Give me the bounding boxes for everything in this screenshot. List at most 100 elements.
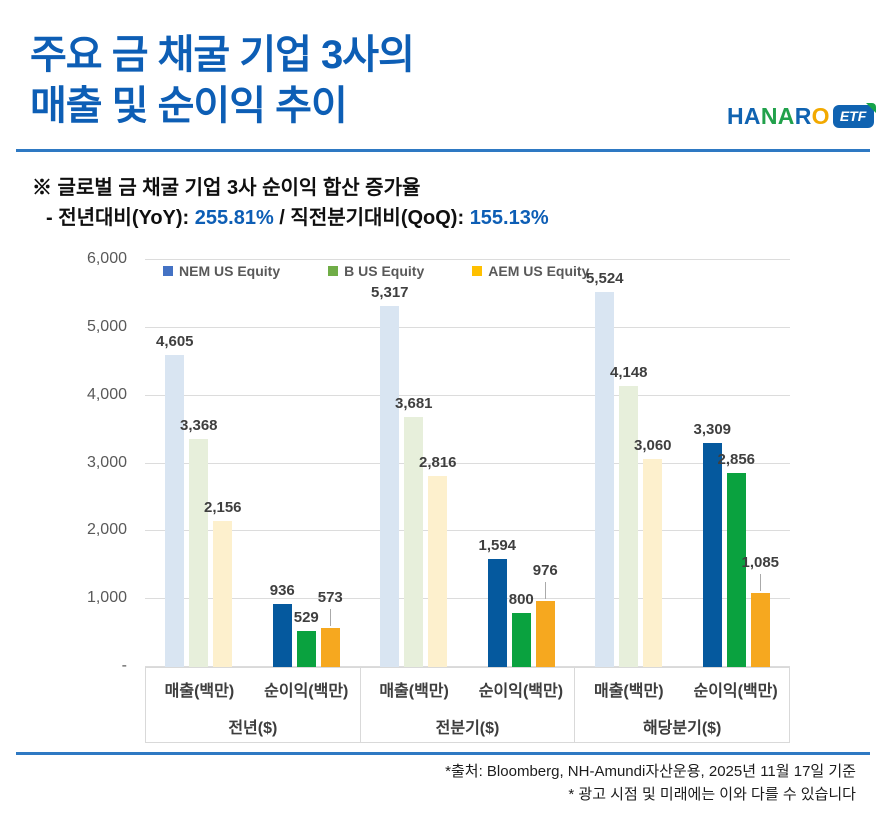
- wordmark-letter: O: [811, 103, 830, 129]
- legend-label: B US Equity: [344, 263, 425, 279]
- legend-swatch-icon: [472, 266, 483, 276]
- wordmark-letter: H: [727, 103, 744, 129]
- footer-disclaimer: * 광고 시점 및 미래에는 이와 다를 수 있습니다: [568, 785, 856, 803]
- wordmark-letter: R: [794, 103, 812, 129]
- legend-item: AEM US Equity: [472, 263, 589, 279]
- legend-swatch-icon: [328, 266, 339, 276]
- gridline: [145, 462, 790, 464]
- x-axis-group-label: 전분기($): [435, 720, 500, 737]
- legend-label: AEM US Equity: [488, 263, 590, 279]
- x-axis-group: 매출(백만) 순이익(백만) 전분기($): [361, 668, 576, 742]
- x-axis-subgroup-label: 순이익(백만): [693, 683, 778, 700]
- bar: 3,309: [693, 421, 731, 667]
- bar-value-label: 936: [269, 581, 295, 599]
- etf-badge: ETF: [832, 103, 877, 128]
- x-axis-group: 매출(백만) 순이익(백만) 해당분기($): [575, 668, 789, 742]
- bar: 573: [318, 589, 343, 667]
- qoq-value: 155.13%: [469, 207, 549, 229]
- y-axis-tick-label: -: [121, 657, 127, 674]
- note-line2-prefix: - 전년대비(YoY):: [46, 207, 195, 229]
- bar-group: 5,524 4,148 3,060 3,309 2,856 1,085: [575, 260, 790, 667]
- page-title: 주요 금 채굴 기업 3사의 매출 및 순이익 추이: [30, 30, 415, 132]
- y-axis: - 1,000 2,000 3,000 4,000 5,000 6,000: [60, 250, 135, 674]
- legend: NEM US Equity B US Equity AEM US Equity: [163, 263, 589, 279]
- leader-line: [760, 574, 762, 592]
- x-axis-group-label: 해당분기($): [642, 720, 722, 737]
- bar-value-label: 5,317: [370, 284, 409, 302]
- x-axis-subgroup-label: 순이익(백만): [478, 683, 564, 700]
- x-axis-subgroup-label: 매출(백만): [164, 683, 235, 700]
- gridline: [145, 666, 790, 667]
- bar-value-label: 976: [532, 561, 558, 579]
- y-axis-tick-label: 4,000: [86, 385, 127, 403]
- y-axis-tick-label: 3,000: [86, 453, 127, 471]
- bar-group: 4,605 3,368 2,156 936 529 573: [145, 260, 360, 667]
- wordmark-letter: N: [760, 103, 778, 129]
- bar: 5,524: [586, 270, 624, 667]
- x-axis-subgroup-label: 매출(백만): [593, 683, 664, 700]
- bar: 3,681: [395, 395, 433, 667]
- bar-subgroup: 3,309 2,856 1,085: [683, 421, 791, 667]
- wordmark-letter: A: [743, 103, 761, 129]
- bar: 1,594: [478, 537, 516, 667]
- bar-value-label: 1,594: [478, 536, 517, 554]
- bar-value-label: 4,148: [609, 363, 648, 381]
- bar: 936: [270, 582, 295, 667]
- bar: 1,085: [741, 554, 779, 667]
- legend-item: B US Equity: [328, 263, 424, 279]
- gridline: [145, 598, 790, 600]
- page-title-line2: 매출 및 순이익 추이: [30, 83, 348, 128]
- gridline: [145, 326, 790, 328]
- yoy-value: 255.81%: [194, 207, 274, 229]
- bar-group: 5,317 3,681 2,816 1,594 800 976: [360, 260, 575, 667]
- bar-groups: 4,605 3,368 2,156 936 529 573 5,317 3,681 2,816 1…: [145, 260, 790, 667]
- footer: *출처: Bloomberg, NH-Amundi자산운용, 2025년 11월…: [445, 761, 856, 806]
- bar: 976: [533, 562, 558, 667]
- plot-area: NEM US Equity B US Equity AEM US Equity 4,…: [145, 259, 790, 667]
- footer-divider: [16, 752, 870, 755]
- bar-value-label: 2,156: [203, 498, 242, 516]
- bar-value-label: 4,605: [155, 332, 194, 350]
- leader-line: [330, 609, 332, 627]
- bar-value-label: 2,816: [418, 453, 457, 471]
- bar-value-label: 2,856: [717, 451, 756, 469]
- leader-line: [545, 581, 547, 599]
- bar-value-label: 573: [317, 589, 343, 607]
- header-divider: [16, 149, 870, 152]
- gridline: [145, 259, 790, 260]
- bar-subgroup: 1,594 800 976: [468, 537, 576, 667]
- bar-value-label: 5,524: [585, 270, 624, 288]
- bar: 5,317: [371, 284, 409, 667]
- gridline: [145, 394, 790, 396]
- y-axis-tick-label: 1,000: [86, 589, 127, 607]
- page-title-line1: 주요 금 채굴 기업 3사의: [30, 33, 415, 77]
- legend-label: NEM US Equity: [179, 263, 281, 279]
- note-line1: ※ 글로벌 금 채굴 기업 3사 순이익 합산 증가율: [32, 177, 421, 199]
- note-line2-mid: / 직전분기대비(QoQ):: [273, 207, 470, 229]
- x-axis-subgroup-row: 매출(백만) 순이익(백만): [146, 668, 360, 710]
- x-axis-subgroup-label: 매출(백만): [379, 683, 449, 700]
- bar-subgroup: 5,524 4,148 3,060: [575, 270, 683, 667]
- x-axis-group: 매출(백만) 순이익(백만) 전년($): [146, 668, 361, 742]
- gridline: [145, 530, 790, 532]
- bar: 800: [509, 591, 534, 667]
- bar-value-label: 1,085: [741, 554, 780, 572]
- x-axis-subgroup-label: 순이익(백만): [264, 683, 349, 700]
- bar-value-label: 800: [508, 590, 534, 608]
- y-axis-tick-label: 5,000: [86, 317, 127, 335]
- bar: 2,816: [419, 454, 457, 667]
- x-axis-group-label: 전년($): [228, 720, 278, 737]
- footer-source: *출처: Bloomberg, NH-Amundi자산운용, 2025년 11월…: [445, 763, 856, 780]
- x-axis-subgroup-row: 매출(백만) 순이익(백만): [361, 668, 575, 710]
- bar: 3,368: [180, 417, 218, 667]
- bar: 3,060: [634, 437, 672, 667]
- bar: 4,605: [156, 333, 194, 667]
- legend-item: NEM US Equity: [163, 263, 280, 279]
- note-line2: - 전년대비(YoY): 255.81% / 직전분기대비(QoQ): 155.…: [46, 201, 549, 230]
- bar-subgroup: 4,605 3,368 2,156: [145, 333, 253, 667]
- bar-value-label: 529: [293, 609, 319, 627]
- wordmark-letter: A: [777, 103, 795, 129]
